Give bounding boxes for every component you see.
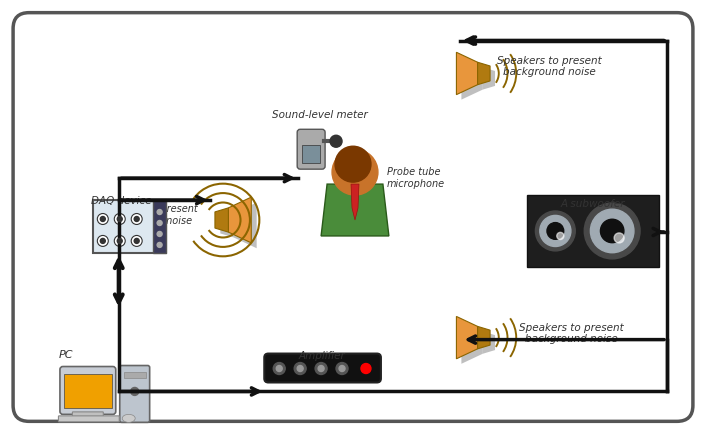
Text: Sound-level meter: Sound-level meter	[273, 110, 368, 120]
Circle shape	[100, 238, 105, 243]
FancyBboxPatch shape	[59, 416, 119, 422]
Text: PC: PC	[59, 349, 73, 359]
Polygon shape	[462, 57, 483, 100]
Circle shape	[157, 231, 162, 237]
Polygon shape	[215, 208, 229, 232]
Circle shape	[157, 243, 162, 247]
Text: Amplifier: Amplifier	[299, 351, 345, 361]
FancyBboxPatch shape	[120, 365, 150, 422]
Polygon shape	[477, 326, 490, 349]
Circle shape	[97, 235, 108, 247]
Circle shape	[614, 233, 624, 243]
FancyBboxPatch shape	[64, 375, 112, 408]
Circle shape	[100, 217, 105, 221]
Circle shape	[297, 365, 303, 372]
Circle shape	[273, 362, 285, 375]
Polygon shape	[477, 62, 490, 85]
Circle shape	[535, 211, 575, 251]
Text: Probe tube
microphone: Probe tube microphone	[387, 168, 445, 189]
Circle shape	[335, 146, 371, 182]
Circle shape	[590, 209, 634, 253]
Circle shape	[114, 235, 125, 247]
Ellipse shape	[122, 414, 136, 422]
Circle shape	[336, 362, 348, 375]
FancyBboxPatch shape	[60, 367, 116, 414]
Circle shape	[157, 210, 162, 214]
Polygon shape	[229, 197, 251, 243]
Circle shape	[117, 217, 122, 221]
Circle shape	[332, 149, 378, 195]
FancyBboxPatch shape	[73, 412, 103, 419]
Circle shape	[131, 214, 142, 224]
Circle shape	[339, 365, 345, 372]
Polygon shape	[483, 67, 495, 90]
Circle shape	[547, 223, 563, 239]
Circle shape	[540, 215, 571, 247]
FancyBboxPatch shape	[527, 195, 659, 267]
Circle shape	[318, 365, 324, 372]
Circle shape	[134, 217, 139, 221]
Circle shape	[600, 219, 624, 243]
Polygon shape	[321, 184, 389, 236]
Text: DAQ device: DAQ device	[91, 196, 152, 206]
FancyBboxPatch shape	[302, 145, 320, 163]
Polygon shape	[483, 332, 495, 354]
Polygon shape	[462, 322, 483, 364]
Polygon shape	[220, 213, 234, 237]
Text: Speakers to present
background noise: Speakers to present background noise	[100, 204, 198, 226]
Circle shape	[294, 362, 306, 375]
Circle shape	[330, 135, 342, 147]
Text: Speakers to present
background noise: Speakers to present background noise	[497, 56, 602, 77]
Circle shape	[557, 232, 564, 240]
Circle shape	[585, 203, 640, 259]
Circle shape	[315, 362, 327, 375]
Text: Speakers to present
background noise: Speakers to present background noise	[519, 322, 623, 344]
Circle shape	[117, 238, 122, 243]
Polygon shape	[456, 52, 477, 95]
Polygon shape	[234, 203, 257, 248]
Polygon shape	[456, 316, 477, 359]
Circle shape	[276, 365, 282, 372]
Circle shape	[131, 235, 142, 247]
FancyBboxPatch shape	[92, 200, 166, 253]
Polygon shape	[351, 184, 359, 220]
Text: A subwoofer: A subwoofer	[561, 199, 626, 209]
Circle shape	[131, 388, 138, 395]
FancyBboxPatch shape	[297, 129, 325, 169]
Circle shape	[157, 220, 162, 226]
Circle shape	[97, 214, 108, 224]
FancyBboxPatch shape	[264, 354, 381, 382]
Circle shape	[114, 214, 125, 224]
FancyBboxPatch shape	[124, 372, 145, 378]
FancyBboxPatch shape	[152, 200, 166, 253]
Circle shape	[134, 238, 139, 243]
Circle shape	[361, 364, 371, 374]
FancyBboxPatch shape	[13, 13, 693, 421]
